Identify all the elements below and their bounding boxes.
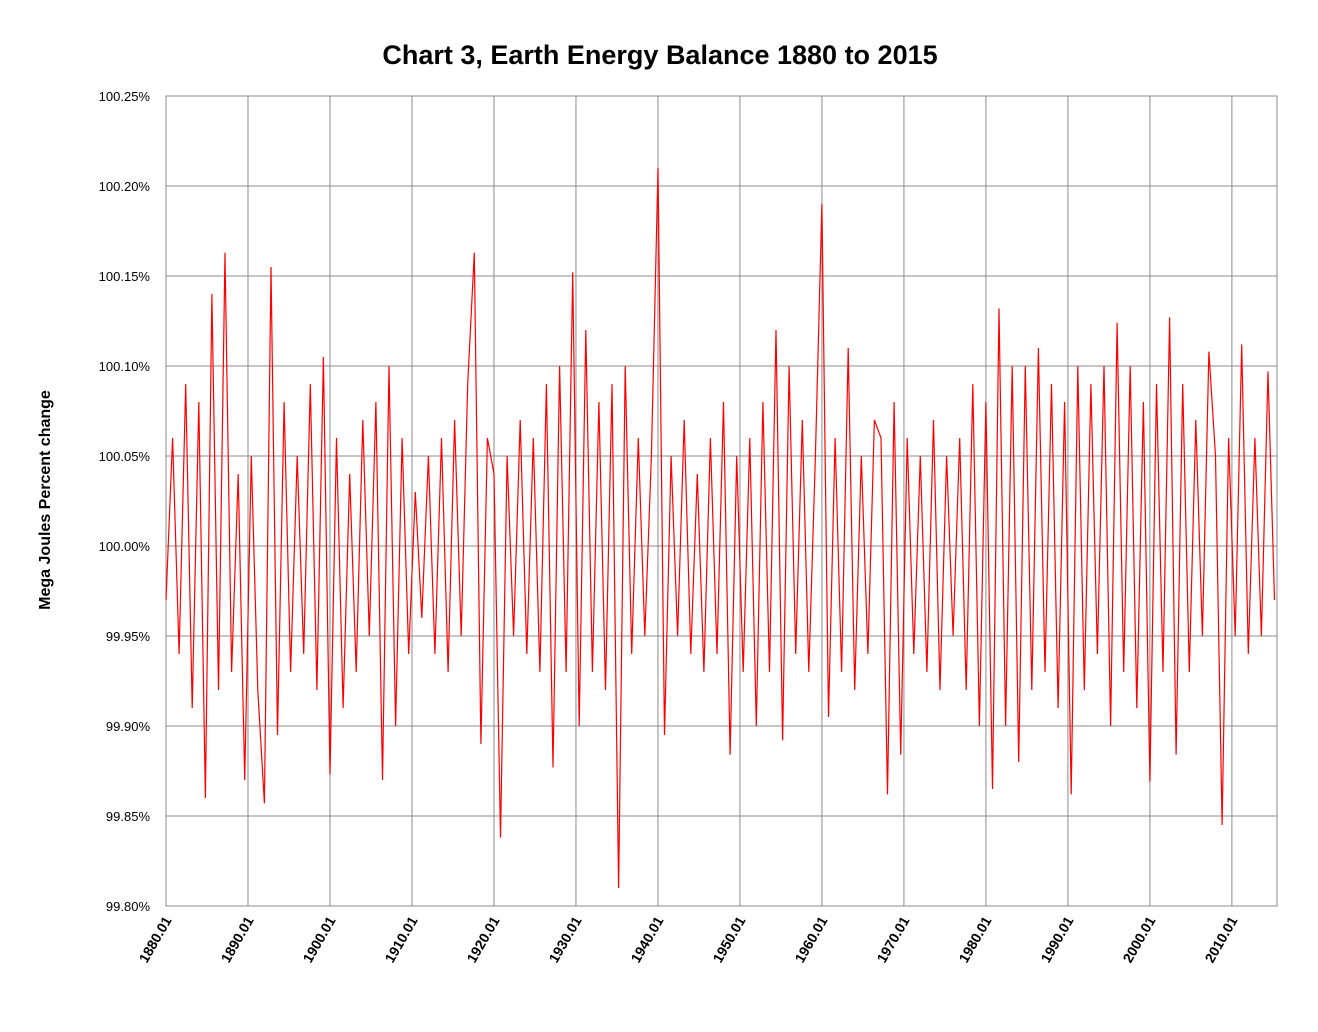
plot-border: [165, 95, 1278, 907]
y-axis-title: Mega Joules Percent change: [37, 390, 54, 610]
x-tick-label: 1880.01: [135, 913, 174, 965]
x-tick-label: 1900.01: [299, 913, 338, 965]
x-tick-label: 1920.01: [463, 913, 502, 965]
y-tick-label: 99.95%: [106, 629, 151, 644]
y-tick-label: 100.00%: [99, 539, 151, 554]
y-tick-label: 100.20%: [99, 179, 151, 194]
y-tick-label: 99.90%: [106, 719, 151, 734]
y-tick-label: 100.05%: [99, 449, 151, 464]
x-tick-label: 1960.01: [791, 913, 830, 965]
x-tick-label: 2000.01: [1119, 913, 1158, 965]
x-tick-label: 1950.01: [709, 913, 748, 965]
x-tick-label: 1890.01: [217, 913, 256, 965]
x-tick-label: 1970.01: [873, 913, 912, 965]
y-tick-label: 100.15%: [99, 269, 151, 284]
x-tick-label: 2010.01: [1201, 913, 1240, 965]
y-tick-label: 99.80%: [106, 899, 151, 914]
x-tick-label: 1990.01: [1037, 913, 1076, 965]
y-tick-label: 99.85%: [106, 809, 151, 824]
y-tick-label: 100.25%: [99, 89, 151, 104]
x-tick-label: 1910.01: [381, 913, 420, 965]
y-tick-label: 100.10%: [99, 359, 151, 374]
x-tick-label: 1940.01: [627, 913, 666, 965]
chart-title: Chart 3, Earth Energy Balance 1880 to 20…: [382, 40, 937, 70]
x-tick-label: 1980.01: [955, 913, 994, 965]
data-line: [165, 167, 1276, 889]
x-tick-label: 1930.01: [545, 913, 584, 965]
